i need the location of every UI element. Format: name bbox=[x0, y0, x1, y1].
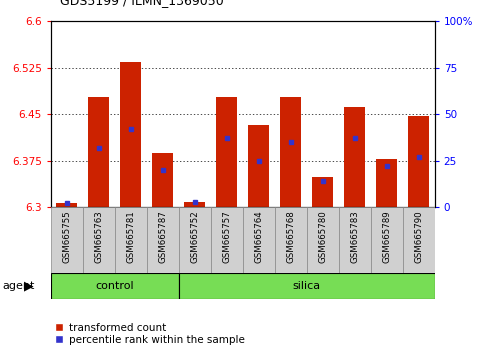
Text: GSM665757: GSM665757 bbox=[222, 210, 231, 263]
Bar bbox=[307, 207, 339, 273]
Bar bbox=[83, 207, 115, 273]
Bar bbox=[371, 207, 403, 273]
Text: control: control bbox=[96, 281, 134, 291]
Text: GSM665780: GSM665780 bbox=[318, 210, 327, 263]
Bar bbox=[339, 207, 371, 273]
Text: GSM665781: GSM665781 bbox=[126, 210, 135, 263]
Bar bbox=[51, 273, 179, 299]
Bar bbox=[243, 207, 275, 273]
Bar bbox=[376, 159, 397, 207]
Text: GSM665790: GSM665790 bbox=[414, 210, 423, 263]
Text: ▶: ▶ bbox=[24, 279, 34, 292]
Bar bbox=[248, 125, 269, 207]
Text: GSM665787: GSM665787 bbox=[158, 210, 167, 263]
Text: GDS5199 / ILMN_1369050: GDS5199 / ILMN_1369050 bbox=[60, 0, 224, 7]
Bar bbox=[216, 97, 237, 207]
Bar bbox=[115, 207, 147, 273]
Bar bbox=[179, 273, 435, 299]
Bar bbox=[147, 207, 179, 273]
Bar bbox=[313, 177, 333, 207]
Text: GSM665755: GSM665755 bbox=[62, 210, 71, 263]
Bar bbox=[408, 116, 429, 207]
Bar bbox=[152, 153, 173, 207]
Bar bbox=[403, 207, 435, 273]
Text: GSM665752: GSM665752 bbox=[190, 210, 199, 263]
Legend: transformed count, percentile rank within the sample: transformed count, percentile rank withi… bbox=[51, 319, 249, 349]
Bar bbox=[185, 202, 205, 207]
Bar bbox=[344, 107, 365, 207]
Text: agent: agent bbox=[2, 281, 35, 291]
Text: GSM665789: GSM665789 bbox=[382, 210, 391, 263]
Text: GSM665768: GSM665768 bbox=[286, 210, 295, 263]
Text: GSM665763: GSM665763 bbox=[94, 210, 103, 263]
Bar bbox=[51, 207, 83, 273]
Text: GSM665783: GSM665783 bbox=[350, 210, 359, 263]
Bar bbox=[280, 97, 301, 207]
Text: GSM665764: GSM665764 bbox=[254, 210, 263, 263]
Bar bbox=[120, 62, 141, 207]
Bar bbox=[179, 207, 211, 273]
Bar bbox=[275, 207, 307, 273]
Bar bbox=[57, 203, 77, 207]
Bar bbox=[211, 207, 242, 273]
Text: silica: silica bbox=[293, 281, 321, 291]
Bar bbox=[88, 97, 109, 207]
